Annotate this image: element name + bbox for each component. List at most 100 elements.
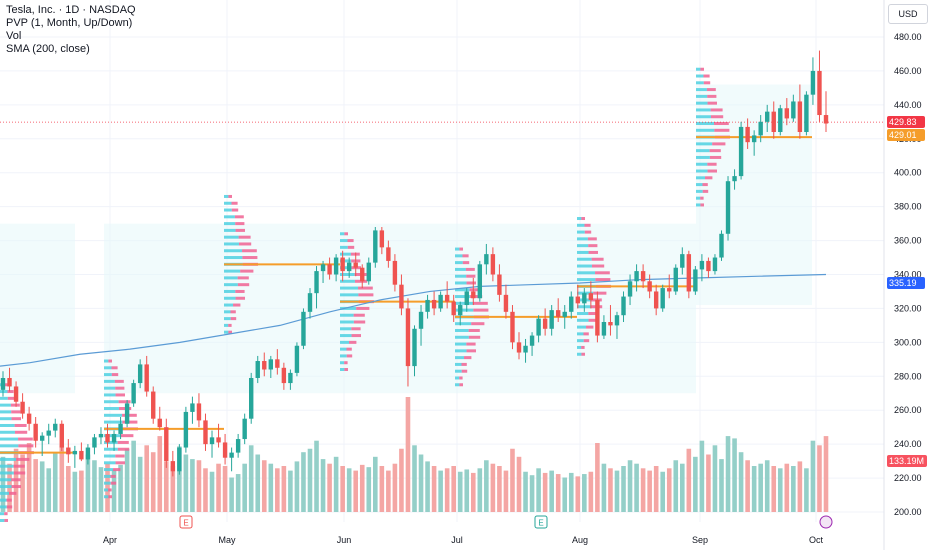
candle-body[interactable] xyxy=(725,181,731,234)
candle-body[interactable] xyxy=(288,372,293,384)
candle-body[interactable] xyxy=(653,291,659,309)
candle-body[interactable] xyxy=(7,377,12,387)
candle-body[interactable] xyxy=(510,311,515,343)
candle-body[interactable] xyxy=(373,230,378,263)
candle-body[interactable] xyxy=(438,294,443,309)
candle-body[interactable] xyxy=(523,345,528,353)
candle-body[interactable] xyxy=(621,296,626,316)
candle-body[interactable] xyxy=(751,135,757,143)
candle-body[interactable] xyxy=(281,367,287,384)
candle-body[interactable] xyxy=(562,311,567,317)
candle-body[interactable] xyxy=(222,442,228,458)
candle-body[interactable] xyxy=(765,111,770,122)
candle-body[interactable] xyxy=(640,271,646,282)
candle-body[interactable] xyxy=(26,413,32,424)
candle-body[interactable] xyxy=(595,299,600,336)
candle-body[interactable] xyxy=(346,262,352,272)
candle-body[interactable] xyxy=(797,101,803,132)
candle-body[interactable] xyxy=(53,423,58,431)
candle-body[interactable] xyxy=(464,291,469,306)
candle-body[interactable] xyxy=(301,311,306,346)
candle-body[interactable] xyxy=(0,377,6,390)
candle-body[interactable] xyxy=(399,284,404,309)
candle-body[interactable] xyxy=(118,423,123,434)
candle-body[interactable] xyxy=(59,423,64,448)
candle-body[interactable] xyxy=(144,364,149,392)
candle-body[interactable] xyxy=(490,254,496,275)
candle-body[interactable] xyxy=(444,294,450,302)
candle-body[interactable] xyxy=(660,288,665,309)
candle-body[interactable] xyxy=(164,427,169,462)
candle-body[interactable] xyxy=(366,262,371,282)
candle-body[interactable] xyxy=(20,401,25,414)
candle-body[interactable] xyxy=(745,126,750,143)
candle-body[interactable] xyxy=(13,386,19,402)
candle-body[interactable] xyxy=(131,383,136,404)
candle-body[interactable] xyxy=(229,452,234,458)
candle-body[interactable] xyxy=(72,450,78,455)
candle-body[interactable] xyxy=(333,257,339,275)
candle-body[interactable] xyxy=(255,361,260,378)
candle-body[interactable] xyxy=(177,447,182,472)
candle-body[interactable] xyxy=(307,293,313,312)
candle-body[interactable] xyxy=(353,262,358,268)
candle-body[interactable] xyxy=(758,121,763,136)
candle-body[interactable] xyxy=(105,433,110,443)
candle-body[interactable] xyxy=(412,328,417,367)
candle-body[interactable] xyxy=(699,260,705,270)
currency-button[interactable]: USD xyxy=(888,4,928,24)
candle-body[interactable] xyxy=(771,111,776,132)
candle-body[interactable] xyxy=(673,267,678,292)
candle-body[interactable] xyxy=(340,257,345,272)
candle-body[interactable] xyxy=(170,461,176,472)
candle-body[interactable] xyxy=(235,439,241,453)
candle-body[interactable] xyxy=(810,70,816,95)
candle-body[interactable] xyxy=(817,70,822,116)
candle-body[interactable] xyxy=(209,437,215,445)
candle-body[interactable] xyxy=(634,271,639,282)
candle-body[interactable] xyxy=(418,311,424,329)
candle-body[interactable] xyxy=(66,447,71,455)
candle-body[interactable] xyxy=(242,418,247,440)
candle-body[interactable] xyxy=(791,101,796,119)
candle-body[interactable] xyxy=(497,274,502,295)
candle-body[interactable] xyxy=(157,418,162,428)
split-event-icon[interactable] xyxy=(819,515,833,529)
candle-body[interactable] xyxy=(294,345,300,373)
candle-body[interactable] xyxy=(196,403,202,421)
candle-body[interactable] xyxy=(379,230,385,248)
candle-body[interactable] xyxy=(823,115,829,124)
candle-body[interactable] xyxy=(804,94,809,132)
candle-body[interactable] xyxy=(667,288,672,292)
candle-body[interactable] xyxy=(216,437,221,443)
candle-body[interactable] xyxy=(392,260,398,285)
candle-body[interactable] xyxy=(503,294,509,312)
candle-body[interactable] xyxy=(693,269,698,292)
candle-body[interactable] xyxy=(124,403,130,424)
candle-body[interactable] xyxy=(33,423,38,441)
candle-body[interactable] xyxy=(268,359,274,370)
pvp-indicator-label[interactable]: PVP (1, Month, Up/Down) xyxy=(6,17,133,29)
candle-body[interactable] xyxy=(203,420,208,445)
dividend-marker[interactable] xyxy=(534,515,548,529)
candle-body[interactable] xyxy=(471,291,476,299)
candle-body[interactable] xyxy=(575,296,580,304)
candle-body[interactable] xyxy=(137,364,143,384)
candle-body[interactable] xyxy=(738,126,744,177)
candle-body[interactable] xyxy=(275,359,280,368)
candle-body[interactable] xyxy=(778,108,783,132)
candle-body[interactable] xyxy=(431,299,437,309)
candle-body[interactable] xyxy=(569,296,574,312)
candle-body[interactable] xyxy=(582,293,587,304)
candle-body[interactable] xyxy=(151,391,156,419)
candle-body[interactable] xyxy=(314,271,319,294)
candle-body[interactable] xyxy=(516,342,522,353)
candle-body[interactable] xyxy=(608,322,613,326)
candle-body[interactable] xyxy=(784,108,790,119)
candle-body[interactable] xyxy=(536,318,541,336)
candle-body[interactable] xyxy=(601,322,607,336)
volume-indicator-label[interactable]: Vol xyxy=(6,30,22,42)
candle-body[interactable] xyxy=(386,247,391,261)
